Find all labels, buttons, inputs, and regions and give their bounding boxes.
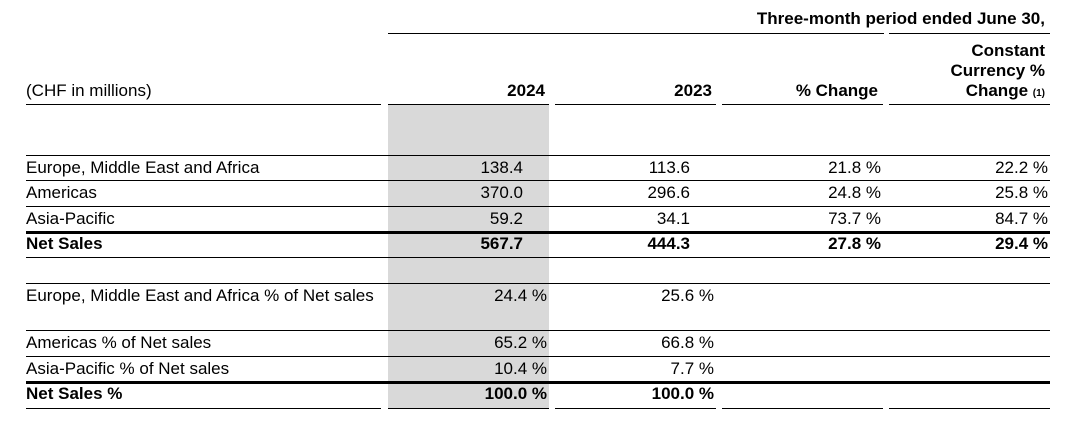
bottom-rule-2024 [388, 408, 549, 409]
value-2023: 444.3 [647, 234, 690, 253]
current-year-column-shading [388, 104, 549, 408]
value-cc-change: 29.4 % [995, 234, 1048, 253]
row-label: Europe, Middle East and Africa [26, 158, 260, 177]
header-rule-2023 [555, 104, 716, 105]
row-label: Asia-Pacific % of Net sales [26, 359, 230, 378]
row-label: Europe, Middle East and Africa % of Net … [26, 286, 374, 305]
value-2024: 24.4 % [494, 286, 547, 305]
value-cc-change: 22.2 % [995, 158, 1048, 177]
value-2024: 65.2 % [494, 333, 547, 352]
bottom-rule-cc [889, 408, 1050, 409]
period-header-rule [388, 33, 884, 34]
col-header-cc-change: Constant Currency % Change (1) [889, 41, 1045, 104]
value-2023: 34.1 [656, 209, 690, 228]
col-header-cc-line3: Change [965, 81, 1029, 100]
value-2024: 370.0 [480, 183, 523, 202]
header-rule-cc [889, 104, 1050, 105]
col-header-cc-line2: Currency % [950, 61, 1045, 80]
value-change: 21.8 % [828, 158, 881, 177]
value-cc-change: 25.8 % [995, 183, 1048, 202]
header-rule-label [26, 104, 381, 105]
row-rule [26, 180, 1050, 181]
value-2023: 296.6 [647, 183, 690, 202]
bottom-rule-change [722, 408, 883, 409]
value-cc-change: 84.7 % [995, 209, 1048, 228]
row-label: Asia-Pacific [26, 209, 115, 228]
value-change: 73.7 % [828, 209, 881, 228]
value-2024: 59.2 [489, 209, 523, 228]
value-2023: 7.7 % [670, 359, 714, 378]
value-2024: 100.0 % [484, 384, 547, 403]
period-header-rule-cc [889, 33, 1050, 34]
value-change: 27.8 % [828, 234, 881, 253]
value-2024: 138.4 [480, 158, 523, 177]
value-2024: 567.7 [480, 234, 523, 253]
value-2023: 66.8 % [661, 333, 714, 352]
value-2023: 100.0 % [651, 384, 714, 403]
row-rule [26, 155, 1050, 156]
row-rule [26, 283, 1050, 284]
value-2023: 25.6 % [661, 286, 714, 305]
header-rule-change [722, 104, 883, 105]
total-bottom-rule [26, 257, 1050, 258]
value-change: 24.8 % [828, 183, 881, 202]
col-header-2024: 2024 [507, 81, 545, 100]
total-rule [26, 381, 1050, 384]
row-rule [26, 330, 1050, 331]
row-label: Net Sales % [26, 384, 123, 403]
value-2023: 113.6 [648, 158, 690, 177]
col-header-change: % Change [795, 81, 878, 100]
col-header-cc-line1: Constant [971, 41, 1045, 60]
period-header: Three-month period ended June 30, [756, 9, 1045, 28]
footnote-marker: (1) [1032, 88, 1045, 99]
value-2024: 10.4 % [494, 359, 547, 378]
bottom-rule-2023 [555, 408, 716, 409]
total-rule [26, 231, 1050, 234]
col-header-2023: 2023 [674, 81, 712, 100]
row-label: Americas [26, 183, 97, 202]
unit-label: (CHF in millions) [26, 81, 152, 100]
header-rule-2024 [388, 104, 549, 105]
row-rule [26, 206, 1050, 207]
row-label: Net Sales [26, 234, 103, 253]
bottom-rule-label [26, 408, 381, 409]
row-label: Americas % of Net sales [26, 333, 212, 352]
row-rule [26, 356, 1050, 357]
